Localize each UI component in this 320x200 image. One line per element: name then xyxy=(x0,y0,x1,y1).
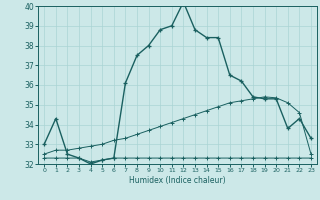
X-axis label: Humidex (Indice chaleur): Humidex (Indice chaleur) xyxy=(129,176,226,185)
